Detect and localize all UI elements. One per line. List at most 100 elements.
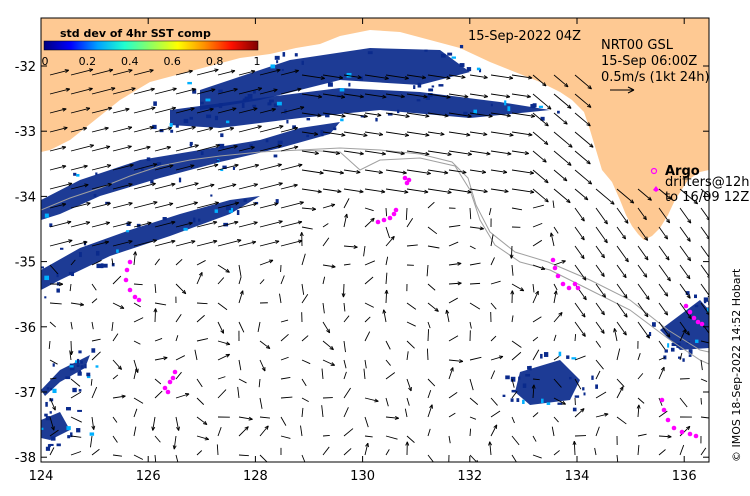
current-vector-head bbox=[88, 68, 94, 73]
current-vector-head bbox=[128, 201, 133, 206]
current-vector bbox=[175, 314, 182, 323]
current-vector bbox=[196, 108, 214, 114]
current-vector-head bbox=[181, 289, 187, 295]
current-vector bbox=[406, 169, 431, 175]
sst-speckle bbox=[574, 395, 580, 398]
current-vector bbox=[552, 200, 555, 209]
current-vector-head bbox=[125, 107, 130, 112]
current-vector bbox=[91, 241, 109, 247]
current-vector bbox=[238, 241, 256, 247]
current-vector-head bbox=[610, 200, 615, 205]
current-vector bbox=[133, 454, 144, 460]
current-vector-head bbox=[330, 362, 335, 366]
sst-speckle bbox=[216, 159, 219, 163]
sst-speckle bbox=[44, 213, 49, 218]
current-vector bbox=[238, 125, 262, 133]
current-vector bbox=[133, 317, 144, 323]
current-vector-head bbox=[481, 169, 487, 174]
drifter-point bbox=[172, 369, 178, 375]
current-vector-head bbox=[526, 94, 531, 99]
current-vector-head bbox=[444, 113, 449, 118]
current-vector bbox=[385, 449, 390, 456]
sst-speckle bbox=[543, 352, 549, 357]
sst-speckle bbox=[718, 341, 722, 345]
current-vector bbox=[385, 416, 399, 419]
sst-speckle bbox=[38, 421, 41, 423]
current-vector-head bbox=[544, 198, 549, 203]
sst-speckle bbox=[522, 383, 527, 388]
current-vector bbox=[343, 112, 368, 118]
current-vector bbox=[658, 245, 670, 261]
current-vector bbox=[154, 258, 160, 266]
current-vector bbox=[406, 217, 414, 228]
sst-speckle bbox=[200, 101, 204, 105]
drifter-point bbox=[167, 379, 173, 385]
sst-speckle bbox=[428, 93, 433, 97]
current-vector bbox=[257, 321, 261, 333]
current-vector bbox=[343, 213, 348, 228]
drifter-track bbox=[659, 397, 699, 439]
sst-speckle bbox=[45, 416, 51, 421]
current-vector bbox=[700, 245, 709, 258]
current-vector-head bbox=[225, 341, 231, 346]
current-vector-head bbox=[232, 107, 237, 112]
current-vector-head bbox=[214, 201, 219, 206]
drifter-track bbox=[402, 175, 412, 186]
current-vector bbox=[112, 435, 118, 443]
sst-speckle bbox=[340, 118, 344, 122]
current-vector bbox=[280, 396, 293, 399]
current-vector bbox=[217, 145, 238, 152]
current-vector bbox=[217, 88, 238, 95]
current-vector bbox=[217, 164, 239, 171]
current-vector bbox=[69, 283, 72, 292]
current-vector bbox=[196, 338, 209, 342]
current-vector bbox=[154, 283, 157, 294]
current-vector bbox=[133, 283, 143, 286]
current-vector bbox=[679, 207, 692, 224]
current-vector bbox=[364, 169, 383, 174]
sst-speckle bbox=[527, 366, 530, 370]
current-vector bbox=[70, 378, 81, 387]
drifter-marker-icon bbox=[653, 186, 659, 192]
sst-speckle bbox=[441, 53, 446, 58]
current-vector bbox=[385, 256, 389, 266]
drifter-point bbox=[123, 277, 129, 283]
current-vector-head bbox=[210, 183, 215, 188]
sst-speckle bbox=[275, 199, 279, 204]
current-vector bbox=[217, 107, 237, 114]
current-vector bbox=[469, 454, 478, 462]
current-vector bbox=[194, 349, 198, 361]
current-vector bbox=[154, 164, 174, 171]
current-vector-head bbox=[561, 400, 566, 405]
current-vector-head bbox=[233, 87, 238, 92]
current-vector-head bbox=[146, 145, 151, 150]
current-vector bbox=[427, 454, 434, 462]
current-vector-head bbox=[338, 75, 344, 80]
drifter-track bbox=[375, 207, 399, 225]
current-vector-head bbox=[457, 281, 462, 286]
sst-variability-patches bbox=[38, 44, 722, 451]
drifter-point bbox=[136, 297, 142, 303]
current-vector bbox=[49, 359, 58, 365]
current-vector bbox=[385, 397, 389, 407]
current-vector bbox=[658, 207, 670, 224]
drifter-point bbox=[387, 215, 393, 221]
current-vector bbox=[175, 240, 196, 247]
current-vector-head bbox=[381, 189, 386, 194]
current-vector bbox=[238, 107, 258, 114]
current-vector bbox=[364, 276, 374, 285]
sst-speckle bbox=[518, 376, 521, 380]
current-vector-head bbox=[151, 182, 156, 187]
current-vector bbox=[511, 390, 518, 399]
drifter-point bbox=[661, 407, 667, 413]
current-vector bbox=[91, 298, 98, 304]
current-vector bbox=[196, 416, 208, 425]
current-vector bbox=[343, 428, 354, 437]
sst-speckle bbox=[162, 217, 167, 221]
current-vector bbox=[154, 88, 177, 95]
sst-speckle bbox=[670, 347, 675, 352]
current-vector bbox=[152, 416, 156, 431]
current-vector bbox=[616, 321, 627, 336]
current-vector-head bbox=[447, 190, 452, 194]
current-vector bbox=[469, 188, 488, 193]
